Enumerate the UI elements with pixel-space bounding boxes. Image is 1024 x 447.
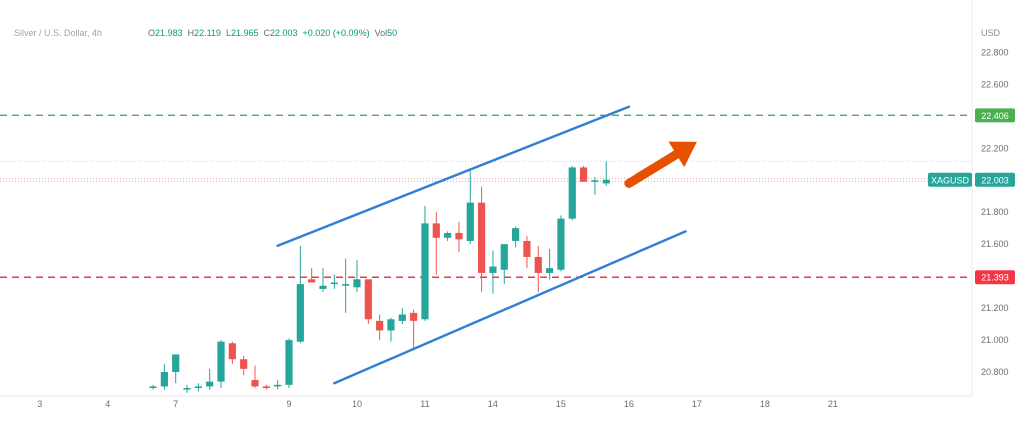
change-value: +0.020 (+0.09%) xyxy=(302,28,370,38)
candle-body xyxy=(319,285,327,289)
x-tick-label: 17 xyxy=(692,399,702,409)
candle-body xyxy=(308,279,316,283)
low-value: 21.965 xyxy=(230,28,259,38)
x-tick-label: 9 xyxy=(286,399,291,409)
candle-body xyxy=(534,256,542,273)
last-price-price-label: 22.003 xyxy=(981,175,1009,185)
close-key: C xyxy=(263,28,270,38)
y-tick-label: 21.000 xyxy=(981,335,1009,345)
candle-body xyxy=(194,386,202,389)
candle-body xyxy=(500,244,508,270)
x-tick-label: 4 xyxy=(105,399,110,409)
x-tick-label: 16 xyxy=(624,399,634,409)
channel-lower-line xyxy=(333,230,687,385)
symbol-label: Silver / U.S. Dollar, 4h xyxy=(14,28,103,38)
candle-body xyxy=(330,282,338,285)
volume-value: 50 xyxy=(387,28,398,38)
y-tick-label: 20.800 xyxy=(981,367,1009,377)
candle-body xyxy=(183,388,191,390)
support-price-tag xyxy=(975,270,1015,285)
x-tick-label: 10 xyxy=(352,399,362,409)
volume-key: Vol xyxy=(374,28,388,38)
y-tick-label: 22.600 xyxy=(981,79,1009,89)
candle-body xyxy=(523,240,531,257)
candle-body xyxy=(376,320,384,331)
candle-body xyxy=(489,266,497,273)
candle-body xyxy=(240,359,248,369)
y-tick-label: 21.800 xyxy=(981,207,1009,217)
candle-body xyxy=(251,380,259,387)
candle-body xyxy=(206,381,214,387)
arrow-head xyxy=(668,141,697,168)
candle-body xyxy=(160,372,168,387)
y-tick-label: 22.800 xyxy=(981,47,1009,57)
y-axis[interactable]: 20.80021.00021.20021.40021.60021.80022.0… xyxy=(981,47,1009,377)
high-key: H xyxy=(187,28,195,38)
candle-body xyxy=(262,386,270,389)
candle-body xyxy=(455,232,463,240)
candle-body xyxy=(353,279,361,288)
candle-body xyxy=(478,202,486,273)
candle-body xyxy=(512,228,520,241)
support-price-label: 21.393 xyxy=(981,273,1009,283)
symbol-tag xyxy=(928,172,972,187)
x-tick-label: 7 xyxy=(173,399,178,409)
candle-body xyxy=(602,179,610,184)
candle-body xyxy=(285,340,293,385)
symbol-tag-label: XAGUSD xyxy=(931,175,970,185)
candle-body xyxy=(579,167,588,182)
last-price-price-tag xyxy=(975,172,1015,187)
x-axis[interactable]: 3 4 7 9 10 11 14 15 16 17 18 21 xyxy=(37,399,838,409)
open-key: O xyxy=(148,28,156,38)
x-tick-label: 3 xyxy=(37,399,42,409)
candle-body xyxy=(466,202,474,241)
y-tick-label: 21.600 xyxy=(981,239,1009,249)
trend-arrow[interactable] xyxy=(624,141,697,188)
candle-body xyxy=(364,279,372,320)
price-channel[interactable] xyxy=(276,105,687,385)
candle-body xyxy=(387,319,395,331)
candle-body xyxy=(172,354,180,373)
resistance-price-tag xyxy=(975,108,1015,123)
x-tick-label: 11 xyxy=(420,399,429,409)
x-tick-label: 14 xyxy=(488,399,498,409)
x-tick-label: 21 xyxy=(828,399,838,409)
candle-body xyxy=(398,314,406,321)
candle-body xyxy=(591,180,599,182)
candle-body xyxy=(568,167,576,219)
close-value: 22.003 xyxy=(269,28,298,38)
arrow-shaft xyxy=(624,149,681,188)
candle-body xyxy=(228,343,236,360)
resistance-price-label: 22.406 xyxy=(981,111,1009,121)
candle-body xyxy=(274,384,282,387)
candle-body xyxy=(410,312,418,321)
candles[interactable] xyxy=(149,161,610,393)
candle-body xyxy=(545,268,554,273)
horizontal-levels[interactable] xyxy=(0,114,972,278)
candle-body xyxy=(149,386,157,389)
channel-upper-line xyxy=(276,105,631,247)
candle-body xyxy=(342,284,350,286)
candle-body xyxy=(421,223,429,320)
candle-body xyxy=(217,341,225,382)
y-tick-label: 22.200 xyxy=(981,143,1009,153)
price-tags: 22.406 21.393 22.003 XAGUSD xyxy=(928,108,1015,285)
currency-label: USD xyxy=(981,28,1001,38)
high-value: 22.119 xyxy=(194,28,221,38)
candle-body xyxy=(444,232,452,238)
candle-body xyxy=(296,284,304,342)
x-tick-label: 18 xyxy=(760,399,770,409)
x-tick-label: 15 xyxy=(556,399,566,409)
low-key: L xyxy=(225,28,231,38)
ohlc-legend: Silver / U.S. Dollar, 4h O 21.983 H 22.1… xyxy=(14,28,402,38)
candle-body xyxy=(557,218,565,270)
open-value: 21.983 xyxy=(155,28,183,38)
candle-body xyxy=(432,223,440,238)
y-tick-label: 21.200 xyxy=(981,303,1009,313)
